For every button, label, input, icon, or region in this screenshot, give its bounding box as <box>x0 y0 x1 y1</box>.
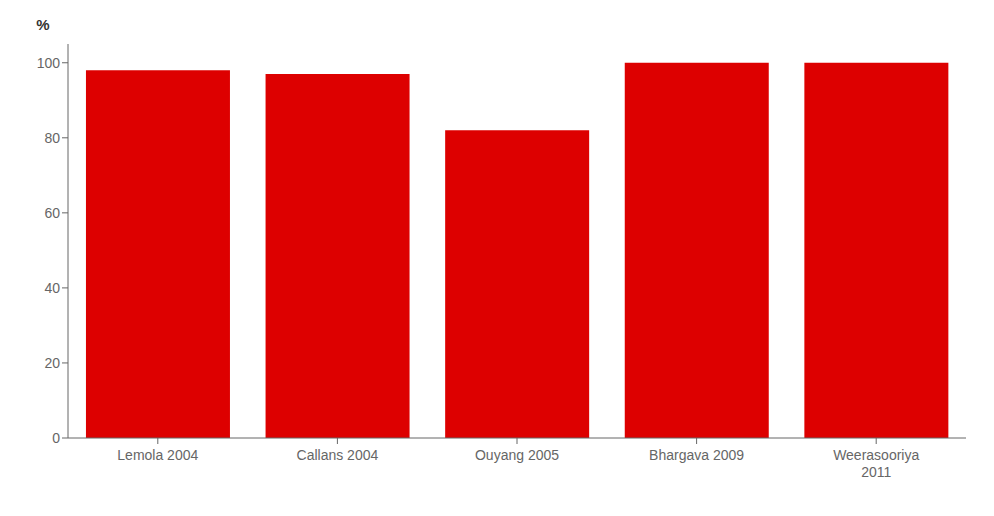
svg-text:20: 20 <box>44 355 60 371</box>
svg-text:0: 0 <box>52 430 60 446</box>
svg-text:Lemola 2004: Lemola 2004 <box>117 447 198 463</box>
svg-text:Callans 2004: Callans 2004 <box>297 447 379 463</box>
svg-text:80: 80 <box>44 130 60 146</box>
svg-text:60: 60 <box>44 205 60 221</box>
svg-text:%: % <box>36 16 49 33</box>
svg-text:Bhargava 2009: Bhargava 2009 <box>649 447 744 463</box>
svg-text:Ouyang 2005: Ouyang 2005 <box>475 447 559 463</box>
svg-text:Weerasooriya2011: Weerasooriya2011 <box>833 447 919 480</box>
svg-text:40: 40 <box>44 280 60 296</box>
svg-text:100: 100 <box>37 55 61 71</box>
